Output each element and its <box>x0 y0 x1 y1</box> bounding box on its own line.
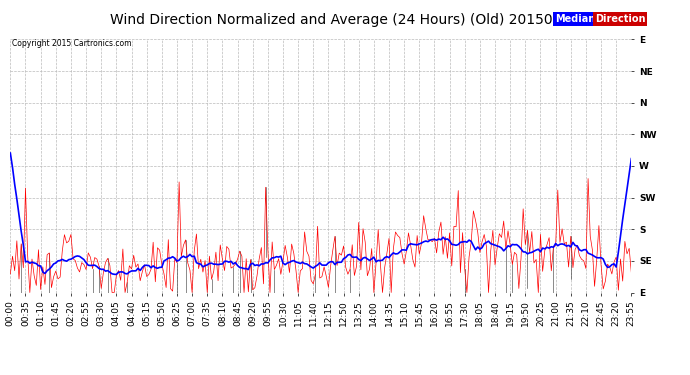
Text: Copyright 2015 Cartronics.com: Copyright 2015 Cartronics.com <box>12 39 132 48</box>
Text: Direction: Direction <box>595 14 645 24</box>
Text: Median: Median <box>555 14 595 24</box>
Text: Wind Direction Normalized and Average (24 Hours) (Old) 20150214: Wind Direction Normalized and Average (2… <box>110 13 580 27</box>
